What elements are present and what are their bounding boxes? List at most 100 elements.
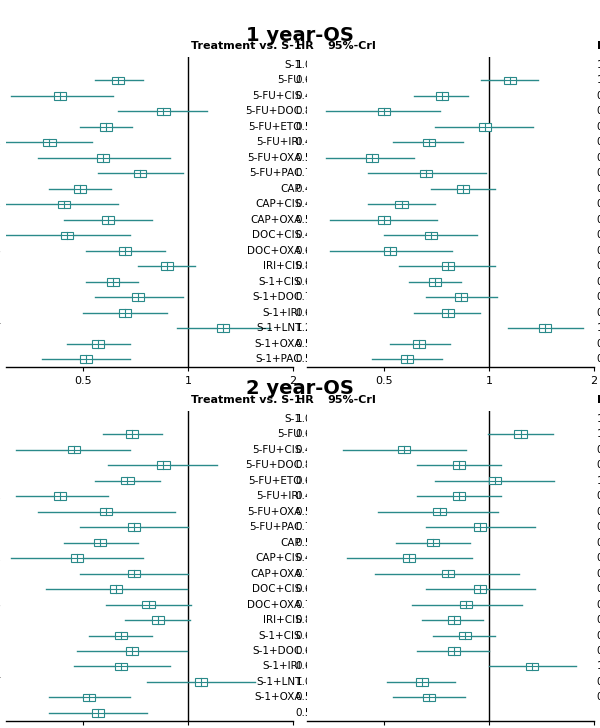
Text: 0.72: 0.72 bbox=[296, 293, 319, 302]
FancyBboxPatch shape bbox=[152, 616, 164, 624]
Text: CAP+CIS: CAP+CIS bbox=[255, 553, 301, 563]
Text: 0.45: 0.45 bbox=[296, 230, 319, 240]
Text: [0.32; 0.68]: [0.32; 0.68] bbox=[327, 445, 389, 454]
Text: HR: HR bbox=[296, 395, 313, 405]
Text: 0.82: 0.82 bbox=[597, 491, 600, 501]
Text: [0.51; 0.72]: [0.51; 0.72] bbox=[327, 277, 389, 287]
Text: [0.30; 0.63]: [0.30; 0.63] bbox=[327, 199, 388, 210]
FancyBboxPatch shape bbox=[442, 263, 454, 270]
Text: S-1+LNT: S-1+LNT bbox=[256, 677, 301, 687]
Text: HR: HR bbox=[296, 41, 313, 51]
Text: 0.69: 0.69 bbox=[296, 429, 319, 439]
Text: [0.49; 0.69]: [0.49; 0.69] bbox=[327, 122, 389, 132]
Text: S-1+CIS: S-1+CIS bbox=[259, 630, 301, 641]
Text: 0.70: 0.70 bbox=[296, 522, 319, 532]
FancyBboxPatch shape bbox=[526, 662, 538, 670]
Text: 0.84: 0.84 bbox=[597, 184, 600, 194]
FancyBboxPatch shape bbox=[453, 492, 465, 500]
Text: 5-FU+PAC: 5-FU+PAC bbox=[249, 522, 301, 532]
Text: 0.87: 0.87 bbox=[296, 261, 319, 272]
Text: S-1+PAC: S-1+PAC bbox=[256, 355, 301, 364]
Text: S-1: S-1 bbox=[284, 60, 301, 70]
Text: 0.66: 0.66 bbox=[597, 168, 600, 178]
FancyBboxPatch shape bbox=[102, 216, 115, 223]
FancyBboxPatch shape bbox=[403, 554, 415, 562]
FancyBboxPatch shape bbox=[453, 462, 465, 469]
FancyBboxPatch shape bbox=[119, 247, 131, 255]
Text: [0.55; 0.97]: [0.55; 0.97] bbox=[327, 168, 389, 178]
FancyBboxPatch shape bbox=[43, 138, 56, 146]
FancyBboxPatch shape bbox=[161, 263, 173, 270]
Text: 0.69: 0.69 bbox=[296, 646, 319, 656]
Text: [0.40; 0.60]: [0.40; 0.60] bbox=[327, 184, 388, 194]
Text: [0.32; 0.59]: [0.32; 0.59] bbox=[327, 491, 389, 501]
Text: [0.58; 1.02]: [0.58; 1.02] bbox=[327, 600, 389, 609]
FancyBboxPatch shape bbox=[100, 123, 112, 131]
Text: 0.50: 0.50 bbox=[597, 106, 600, 116]
Text: [0.48; 0.99]: [0.48; 0.99] bbox=[327, 646, 389, 656]
Text: 0.94: 0.94 bbox=[597, 584, 600, 594]
Text: Treatment vs. S-1: Treatment vs. S-1 bbox=[191, 395, 301, 405]
Text: [0.54; 0.97]: [0.54; 0.97] bbox=[327, 293, 389, 302]
FancyBboxPatch shape bbox=[94, 539, 106, 547]
FancyBboxPatch shape bbox=[80, 355, 92, 363]
Text: CAP+CIS: CAP+CIS bbox=[255, 199, 301, 210]
Text: 1.00: 1.00 bbox=[597, 414, 600, 424]
Text: 1.33: 1.33 bbox=[597, 662, 600, 671]
Text: 0.44: 0.44 bbox=[296, 199, 319, 210]
Text: Treatment vs. S-1: Treatment vs. S-1 bbox=[191, 41, 301, 51]
FancyBboxPatch shape bbox=[133, 293, 145, 301]
Text: HR: HR bbox=[597, 395, 600, 405]
Text: [0.49; 1.00]: [0.49; 1.00] bbox=[327, 522, 388, 532]
FancyBboxPatch shape bbox=[455, 293, 467, 301]
FancyBboxPatch shape bbox=[55, 492, 67, 500]
FancyBboxPatch shape bbox=[115, 662, 127, 670]
Text: 0.67: 0.67 bbox=[597, 692, 600, 703]
Text: 1.04: 1.04 bbox=[597, 475, 600, 486]
Text: 5-FU+ETO: 5-FU+ETO bbox=[248, 122, 301, 132]
FancyBboxPatch shape bbox=[427, 539, 439, 547]
Text: [0.47; 0.89]: [0.47; 0.89] bbox=[327, 662, 389, 671]
FancyBboxPatch shape bbox=[474, 585, 486, 593]
Text: DOC+OXA: DOC+OXA bbox=[247, 600, 301, 609]
Text: 1.09: 1.09 bbox=[296, 677, 319, 687]
FancyBboxPatch shape bbox=[479, 123, 491, 131]
Text: 0.85: 0.85 bbox=[296, 460, 319, 470]
FancyBboxPatch shape bbox=[126, 430, 138, 438]
Text: 0.59: 0.59 bbox=[597, 553, 600, 563]
Text: 0.52: 0.52 bbox=[597, 246, 600, 256]
Text: 0.40: 0.40 bbox=[296, 138, 319, 147]
FancyBboxPatch shape bbox=[217, 325, 229, 332]
Text: [0.76; 1.56]: [0.76; 1.56] bbox=[327, 677, 389, 687]
Text: 0.64: 0.64 bbox=[296, 662, 319, 671]
Text: 1.23: 1.23 bbox=[597, 429, 600, 439]
Text: 0.55: 0.55 bbox=[296, 339, 319, 349]
Text: IRI+CIS: IRI+CIS bbox=[263, 615, 301, 625]
FancyBboxPatch shape bbox=[457, 185, 469, 193]
Text: 1.00: 1.00 bbox=[597, 60, 600, 70]
Text: 95%-CrI: 95%-CrI bbox=[327, 41, 376, 51]
Text: 1.15: 1.15 bbox=[597, 76, 600, 85]
Text: 0.77: 0.77 bbox=[296, 600, 319, 609]
FancyBboxPatch shape bbox=[489, 477, 501, 484]
Text: 0.73: 0.73 bbox=[597, 91, 600, 101]
FancyBboxPatch shape bbox=[74, 185, 86, 193]
Text: 0.67: 0.67 bbox=[597, 138, 600, 147]
FancyBboxPatch shape bbox=[61, 232, 73, 240]
Text: [0.31; 0.74]: [0.31; 0.74] bbox=[327, 553, 389, 563]
FancyBboxPatch shape bbox=[425, 232, 437, 240]
Text: [0.30; 0.68]: [0.30; 0.68] bbox=[327, 230, 388, 240]
Text: [0.40; 0.76]: [0.40; 0.76] bbox=[327, 708, 388, 718]
FancyBboxPatch shape bbox=[421, 170, 433, 178]
FancyBboxPatch shape bbox=[83, 694, 95, 701]
FancyBboxPatch shape bbox=[115, 632, 127, 639]
FancyBboxPatch shape bbox=[92, 709, 104, 717]
Text: 0.85: 0.85 bbox=[296, 106, 319, 116]
FancyBboxPatch shape bbox=[195, 678, 207, 686]
Text: [0.54; 0.74]: [0.54; 0.74] bbox=[327, 76, 389, 85]
Text: 0.63: 0.63 bbox=[597, 339, 600, 349]
Text: 5-FU+IRI: 5-FU+IRI bbox=[256, 491, 301, 501]
FancyBboxPatch shape bbox=[58, 200, 70, 208]
Text: 0.51: 0.51 bbox=[296, 355, 319, 364]
Text: 0.47: 0.47 bbox=[296, 445, 319, 454]
